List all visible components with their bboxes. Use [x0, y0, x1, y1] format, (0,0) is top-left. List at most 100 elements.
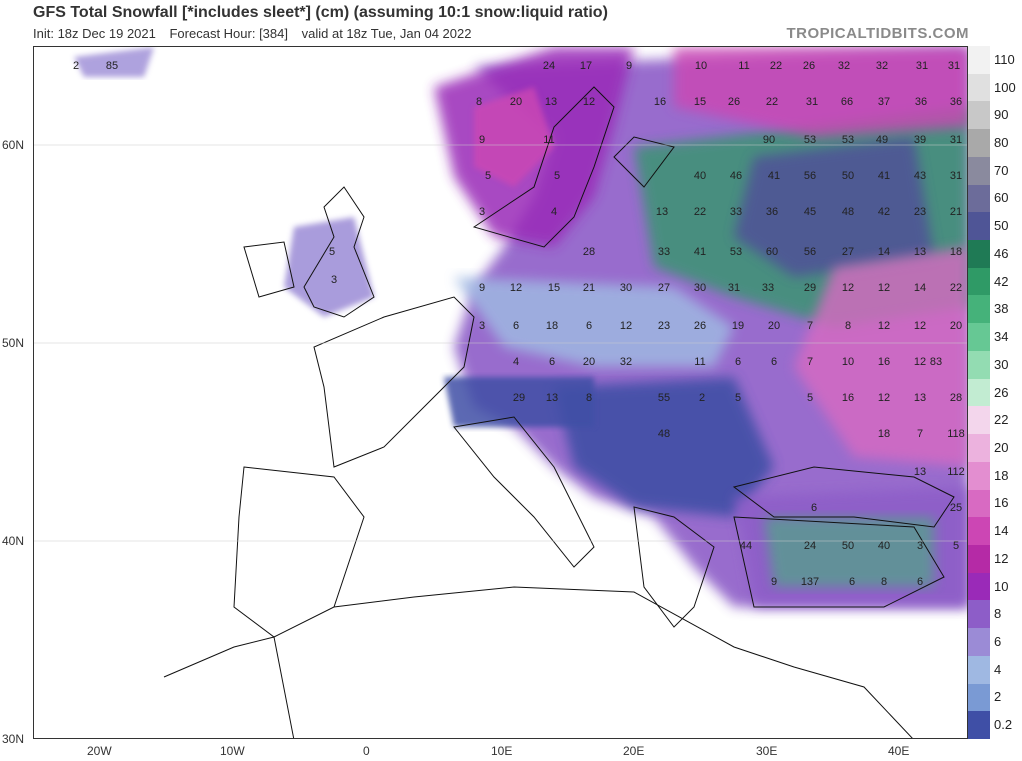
snowfall-value-label: 6 — [849, 576, 855, 588]
snowfall-value-label: 13 — [545, 96, 557, 108]
snowfall-value-label: 8 — [881, 576, 887, 588]
snowfall-value-label: 29 — [804, 282, 816, 294]
snowfall-value-label: 12 — [842, 282, 854, 294]
snowfall-value-label: 17 — [580, 60, 592, 72]
snowfall-value-label: 8 — [476, 96, 482, 108]
snowfall-value-label: 4 — [513, 356, 519, 368]
snowfall-value-label: 7 — [917, 428, 923, 440]
snowfall-value-label: 14 — [878, 246, 890, 258]
colorbar-label: 60 — [994, 190, 1009, 206]
snowfall-value-label: 31 — [728, 282, 740, 294]
snowfall-value-label: 53 — [804, 134, 816, 146]
forecast-hour: Forecast Hour: [384] — [169, 26, 288, 41]
snowfall-value-label: 13 — [914, 246, 926, 258]
snowfall-value-label: 33 — [658, 246, 670, 258]
colorbar-segment — [968, 378, 990, 407]
snowfall-value-label: 12 — [878, 320, 890, 332]
snowfall-value-label: 32 — [838, 60, 850, 72]
snowfall-value-label: 5 — [329, 246, 335, 258]
lat-label-40n: 40N — [2, 534, 25, 548]
snowfall-value-label: 85 — [106, 60, 118, 72]
snowfall-value-label: 37 — [878, 96, 890, 108]
map-canvas: 2 85 24 17 9 10 11 22 26 32 32 31 318 20 13 12 16 15 26 22 3… — [34, 47, 967, 738]
lat-label-60n: 60N — [2, 138, 25, 152]
snowfall-value-label: 13 — [914, 466, 926, 478]
snowfall-value-label: 31 — [950, 170, 962, 182]
colorbar-segment — [968, 46, 990, 75]
colorbar-label: 70 — [994, 162, 1009, 178]
colorbar-label: 0.2 — [994, 717, 1013, 733]
snowfall-value-label: 112 — [947, 466, 965, 478]
colorbar-segment — [968, 73, 990, 102]
snowfall-value-label: 7 — [807, 356, 813, 368]
colorbar-label: 14 — [994, 523, 1009, 539]
lon-label-40e: 40E — [888, 744, 910, 758]
snowfall-value-label: 18 — [546, 320, 558, 332]
snowfall-value-label: 43 — [914, 170, 926, 182]
colorbar-segment — [968, 544, 990, 574]
colorbar-label: 110 — [994, 51, 1015, 67]
snowfall-value-label: 12 — [620, 320, 632, 332]
header: GFS Total Snowfall [*includes sleet*] (c… — [0, 0, 1022, 46]
snowfall-value-label: 11 — [543, 134, 554, 146]
colorbar-segment — [968, 461, 990, 491]
snowfall-value-label: 6 — [811, 502, 817, 514]
snowfall-value-label: 22 — [694, 206, 706, 218]
snowfall-value-label: 24 — [804, 540, 816, 552]
snowfall-value-label: 36 — [950, 96, 962, 108]
colorbar-segment — [968, 323, 990, 352]
lat-label-30n: 30N — [2, 732, 25, 746]
colorbar-segment — [968, 267, 990, 296]
snowfall-value-label: 12 — [914, 320, 926, 332]
colorbar-label: 90 — [994, 107, 1009, 123]
snowfall-value-label: 26 — [694, 320, 706, 332]
coastlines — [163, 86, 955, 738]
map-title: GFS Total Snowfall [*includes sleet*] (c… — [33, 4, 608, 21]
snowfall-value-label: 10 — [695, 60, 707, 72]
snowfall-value-label: 12 — [510, 282, 522, 294]
lon-label-20w: 20W — [87, 744, 112, 758]
snowfall-value-label: 9 — [771, 576, 777, 588]
snowfall-value-label: 5 — [485, 170, 491, 182]
snowfall-value-label: 21 — [583, 282, 595, 294]
colorbar-segment — [968, 240, 990, 269]
colorbar-label: 34 — [994, 329, 1009, 345]
snowfall-value-label: 4 — [551, 206, 557, 218]
snowfall-value-label: 56 — [804, 170, 816, 182]
snowfall-value-label: 50 — [842, 170, 854, 182]
snowfall-value-label: 31 — [948, 60, 960, 72]
snowfall-value-label: 22 — [950, 282, 962, 294]
snowfall-value-label: 41 — [878, 170, 890, 182]
snowfall-value-label: 3 — [479, 320, 485, 332]
snowfall-value-label: 13 — [656, 206, 668, 218]
snowfall-value-label: 16 — [842, 392, 854, 404]
snowfall-value-label: 8 — [586, 392, 592, 404]
snowfall-value-label: 9 — [626, 60, 632, 72]
snowfall-value-label: 11 — [738, 60, 749, 72]
snowfall-value-label: 12 — [878, 282, 890, 294]
colorbar-segment — [968, 489, 990, 518]
colorbar-label: 22 — [994, 412, 1009, 428]
snowfall-value-label: 137 — [801, 576, 819, 588]
snowfall-value-label: 16 — [654, 96, 666, 108]
colorbar-segment — [968, 156, 990, 186]
snowfall-value-label: 30 — [620, 282, 632, 294]
colorbar-segment — [968, 406, 990, 435]
snowfall-value-label: 32 — [876, 60, 888, 72]
snowfall-value-label: 60 — [766, 246, 778, 258]
colorbar-label: 38 — [994, 301, 1009, 317]
colorbar-label: 80 — [994, 135, 1009, 151]
snowfall-value-label: 6 — [771, 356, 777, 368]
snowfall-value-label: 14 — [914, 282, 926, 294]
snowfall-value-label: 28 — [583, 246, 595, 258]
colorbar-label: 10 — [994, 578, 1009, 594]
colorbar-label: 18 — [994, 467, 1009, 483]
snowfall-value-label: 18 — [878, 428, 890, 440]
colorbar-label: 30 — [994, 356, 1009, 372]
colorbar-label: 46 — [994, 245, 1009, 261]
snowfall-value-label: 6 — [513, 320, 519, 332]
colorbar-segment — [968, 295, 990, 324]
colorbar-segment — [968, 517, 990, 546]
snowfall-value-label: 39 — [914, 134, 926, 146]
colorbar-label: 8 — [994, 606, 1002, 622]
